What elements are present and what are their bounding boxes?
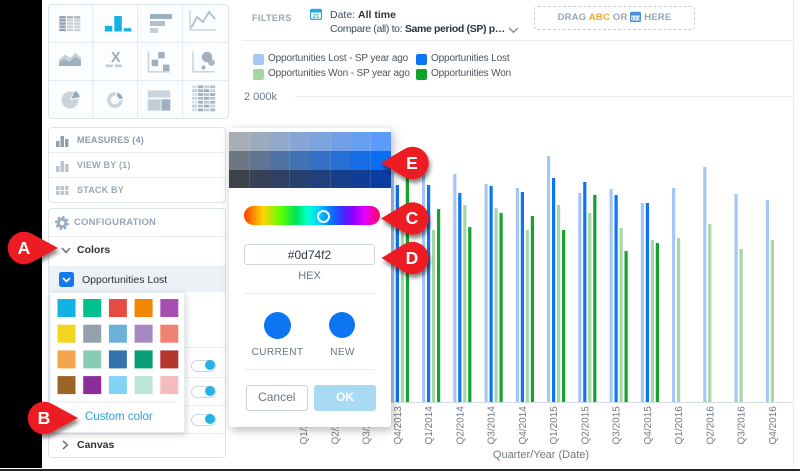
- svg-text:Q2/2015: Q2/2015: [580, 406, 591, 445]
- svg-text:Q3/2016: Q3/2016: [737, 406, 748, 445]
- svg-text:D: D: [406, 248, 419, 268]
- svg-text:Q4/2015: Q4/2015: [643, 406, 654, 445]
- svg-text:C: C: [406, 208, 419, 228]
- svg-text:2 000k: 2 000k: [244, 91, 278, 103]
- svg-text:B: B: [38, 408, 51, 428]
- svg-text:Q2/2014: Q2/2014: [455, 406, 466, 445]
- svg-text:Q2/2016: Q2/2016: [705, 406, 716, 445]
- svg-text:Q3/2015: Q3/2015: [612, 406, 623, 445]
- svg-text:Quarter/Year (Date): Quarter/Year (Date): [493, 449, 589, 461]
- svg-text:A: A: [18, 238, 31, 258]
- svg-text:X: X: [111, 50, 121, 66]
- svg-text:Q4/2016: Q4/2016: [768, 406, 779, 445]
- svg-text:E: E: [406, 153, 418, 173]
- svg-text:123: 123: [631, 17, 641, 22]
- svg-text:21: 21: [313, 14, 320, 20]
- svg-text:Q3/2014: Q3/2014: [487, 406, 498, 445]
- svg-text:Q4/2014: Q4/2014: [518, 406, 529, 445]
- svg-text:Q1/2015: Q1/2015: [549, 406, 560, 445]
- svg-text:Q4/2013: Q4/2013: [393, 406, 404, 445]
- svg-text:Q1/2014: Q1/2014: [424, 406, 435, 445]
- svg-text:Q1/2016: Q1/2016: [674, 406, 685, 445]
